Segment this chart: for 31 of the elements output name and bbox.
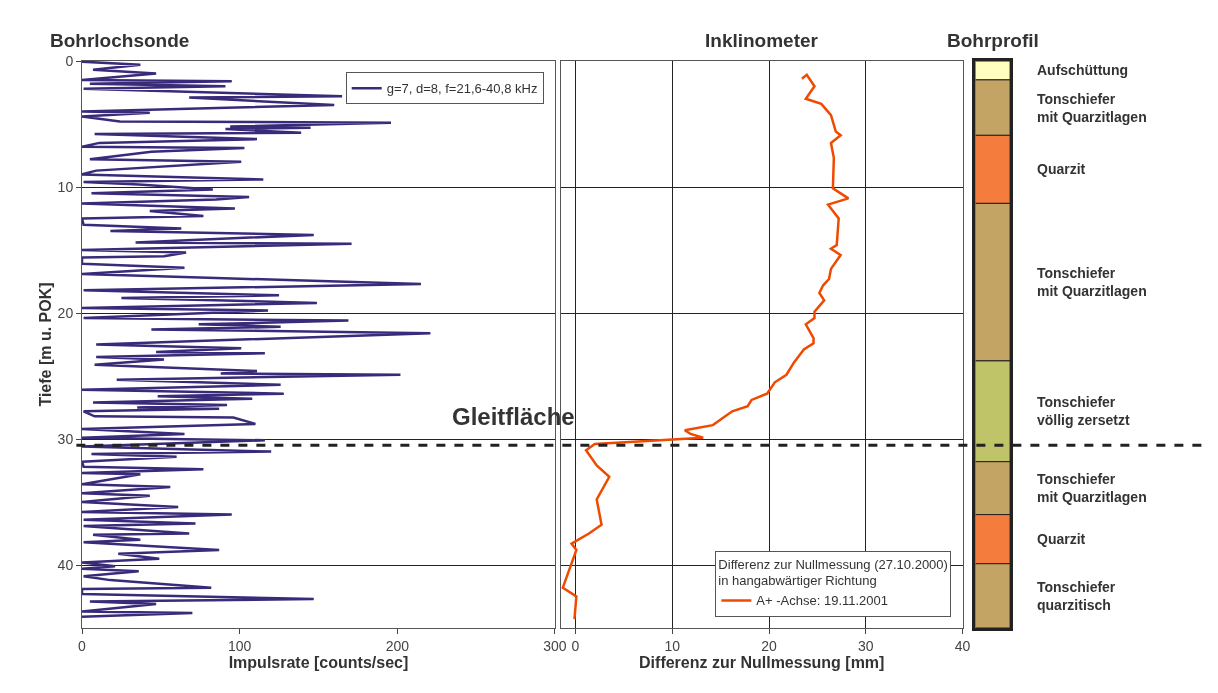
legend-label: g=7, d=8, f=21,6-40,8 kHz bbox=[386, 81, 538, 97]
y-tick-label: 0 bbox=[65, 52, 74, 69]
series-label: Tonschiefer völlig zersetzt bbox=[1037, 394, 1130, 429]
chart-title: Bohrlochsonde bbox=[50, 30, 190, 51]
series-label: Tonschiefer quarzitisch bbox=[1037, 579, 1116, 614]
x-tick-label: 0 bbox=[78, 637, 87, 654]
series-label: Tonschiefer mit Quarzitlagen bbox=[1037, 471, 1147, 506]
legend-label: A+ -Achse: 19.11.2001 bbox=[756, 593, 889, 609]
series-label: Quarzit bbox=[1037, 161, 1086, 177]
y-tick-label: 10 bbox=[57, 178, 74, 195]
x-tick-label: 40 bbox=[954, 637, 971, 654]
legend-title: Differenz zur Nullmessung (27.10.2000) in hangabwärtiger Richtung bbox=[718, 556, 948, 589]
x-tick-label: 300 bbox=[543, 637, 567, 654]
y-tick-label: 30 bbox=[57, 430, 74, 447]
x-axis-title: Impulsrate [counts/sec] bbox=[228, 654, 409, 672]
x-tick-label: 0 bbox=[571, 637, 580, 654]
y-tick-label: 40 bbox=[57, 556, 74, 573]
x-tick-label: 30 bbox=[858, 637, 874, 654]
x-tick-label: 10 bbox=[664, 637, 681, 654]
x-tick-label: 200 bbox=[385, 637, 410, 654]
x-tick-label: 100 bbox=[227, 637, 252, 654]
series-label: Quarzit bbox=[1037, 531, 1086, 547]
chart-title: Inklinometer bbox=[705, 30, 819, 51]
series-label: Tonschiefer mit Quarzitlagen bbox=[1037, 91, 1147, 126]
y-axis-title: Tiefe [m u. POK] bbox=[36, 282, 54, 407]
chart-title: Bohrprofil bbox=[947, 30, 1039, 51]
y-tick-label: 20 bbox=[57, 304, 74, 321]
x-axis-title: Differenz zur Nullmessung [mm] bbox=[639, 654, 885, 672]
series-label: Tonschiefer mit Quarzitlagen bbox=[1037, 265, 1147, 300]
series-label: Aufschüttung bbox=[1037, 62, 1128, 78]
x-tick-label: 20 bbox=[761, 637, 777, 654]
